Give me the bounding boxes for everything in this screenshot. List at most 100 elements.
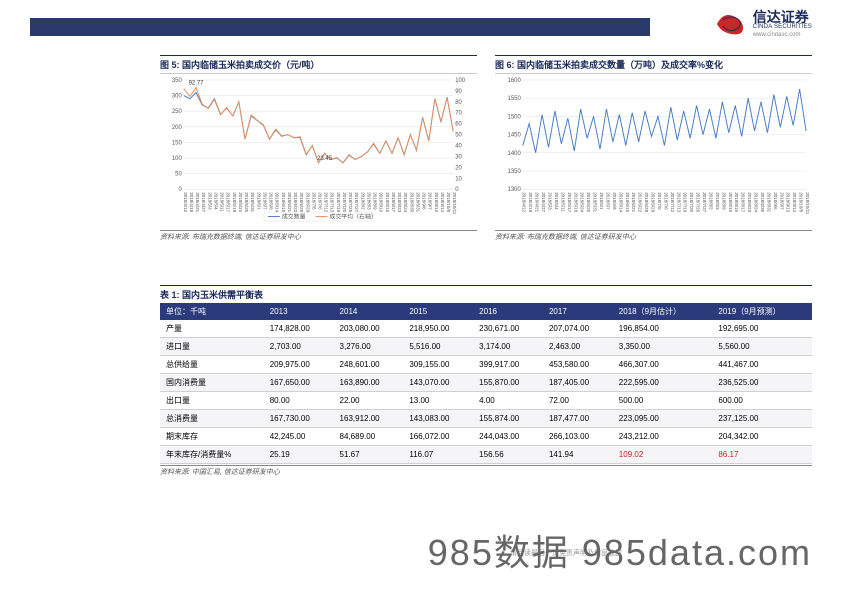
table-cell: 167,730.00 xyxy=(264,410,334,428)
table-row: 期末库存42,245.0084,689.00166,072.00244,043.… xyxy=(160,428,812,446)
table-cell: 143,070.00 xyxy=(403,374,473,392)
svg-text:2018/5/25: 2018/5/25 xyxy=(586,192,591,212)
chart-5-svg: 0501001502002503003500102030405060708090… xyxy=(160,73,477,223)
svg-text:150: 150 xyxy=(172,140,183,146)
svg-text:2018/7/12: 2018/7/12 xyxy=(324,192,329,212)
brand-name-en: CINDA SECURITIES xyxy=(753,24,812,31)
svg-text:2018/9/7: 2018/9/7 xyxy=(428,192,433,210)
svg-text:2018/5/3: 2018/5/3 xyxy=(547,192,552,210)
svg-text:2018/5/24: 2018/5/24 xyxy=(238,192,243,212)
chart-6-title: 图 6: 国内临储玉米拍卖成交数量（万吨）及成交率%变化 xyxy=(495,55,812,71)
table-cell: 174,828.00 xyxy=(264,320,334,338)
svg-text:2018/7/19: 2018/7/19 xyxy=(683,192,688,212)
svg-text:2018/6/22: 2018/6/22 xyxy=(293,192,298,212)
table-cell: 出口量 xyxy=(160,392,264,410)
table-cell: 266,103.00 xyxy=(543,428,613,446)
table-cell: 25.19 xyxy=(264,446,334,464)
svg-text:2018/5/4: 2018/5/4 xyxy=(554,192,559,210)
table-cell: 72.00 xyxy=(543,392,613,410)
svg-text:2018/6/8: 2018/6/8 xyxy=(612,192,617,210)
table-cell: 166,072.00 xyxy=(403,428,473,446)
svg-text:10: 10 xyxy=(455,176,462,182)
table-row: 国内消费量167,650.00163,890.00143,070.00155,8… xyxy=(160,374,812,392)
table-cell: 国内消费量 xyxy=(160,374,264,392)
svg-text:2018/8/16: 2018/8/16 xyxy=(734,192,739,212)
svg-text:2018/5/25: 2018/5/25 xyxy=(244,192,249,212)
table-cell: 2,463.00 xyxy=(543,338,613,356)
table-cell: 230,671.00 xyxy=(473,320,543,338)
svg-text:2018/7/20: 2018/7/20 xyxy=(689,192,694,212)
table-cell: 143,083.00 xyxy=(403,410,473,428)
svg-text:2018/9/13: 2018/9/13 xyxy=(434,192,439,212)
table-1-section: 表 1: 国内玉米供需平衡表 单位：千吨20132014201520162017… xyxy=(160,285,812,477)
svg-text:2018/7/13: 2018/7/13 xyxy=(676,192,681,212)
svg-text:60: 60 xyxy=(455,122,462,128)
svg-text:2018/7/27: 2018/7/27 xyxy=(702,192,707,212)
svg-text:2018/6/22: 2018/6/22 xyxy=(638,192,643,212)
svg-text:2018/5/18: 2018/5/18 xyxy=(573,192,578,212)
svg-text:350: 350 xyxy=(172,78,183,84)
svg-text:2018/6/29: 2018/6/29 xyxy=(305,192,310,212)
svg-text:2018/5/11: 2018/5/11 xyxy=(560,192,565,212)
svg-text:200: 200 xyxy=(172,125,183,131)
table-cell: 5,560.00 xyxy=(712,338,812,356)
svg-text:2018/9/14: 2018/9/14 xyxy=(440,192,445,212)
svg-text:2018/10/8: 2018/10/8 xyxy=(799,192,804,212)
svg-text:100: 100 xyxy=(172,156,183,162)
svg-text:2018/6/28: 2018/6/28 xyxy=(644,192,649,212)
table-cell: 204,342.00 xyxy=(712,428,812,446)
svg-text:2018/8/31: 2018/8/31 xyxy=(766,192,771,212)
svg-text:2018/7/6: 2018/7/6 xyxy=(318,192,323,210)
svg-text:70: 70 xyxy=(455,111,462,117)
table-cell: 399,917.00 xyxy=(473,356,543,374)
table-cell: 156.56 xyxy=(473,446,543,464)
svg-text:2018/7/6: 2018/7/6 xyxy=(663,192,668,210)
table-col-header: 2014 xyxy=(334,303,404,320)
svg-text:1550: 1550 xyxy=(508,96,522,102)
svg-text:2018/6/14: 2018/6/14 xyxy=(275,192,280,212)
svg-text:2018/8/10: 2018/8/10 xyxy=(379,192,384,212)
svg-text:成交平均（右轴）: 成交平均（右轴） xyxy=(329,213,376,221)
svg-text:1400: 1400 xyxy=(508,151,522,157)
table-col-header: 2016 xyxy=(473,303,543,320)
chart-6-svg: 13001350140014501500155016002018/4/12201… xyxy=(495,73,812,223)
table-cell: 进口量 xyxy=(160,338,264,356)
table-col-header: 2015 xyxy=(403,303,473,320)
svg-text:2018/7/19: 2018/7/19 xyxy=(336,192,341,212)
table-col-header: 单位：千吨 xyxy=(160,303,264,320)
table-cell: 244,043.00 xyxy=(473,428,543,446)
svg-text:2018/9/7: 2018/9/7 xyxy=(779,192,784,210)
table-cell: 466,307.00 xyxy=(613,356,713,374)
table-cell: 203,080.00 xyxy=(334,320,404,338)
svg-text:1450: 1450 xyxy=(508,133,522,139)
svg-text:100: 100 xyxy=(455,78,466,84)
svg-text:2018/8/31: 2018/8/31 xyxy=(415,192,420,212)
table-cell: 600.00 xyxy=(712,392,812,410)
svg-text:2018/5/17: 2018/5/17 xyxy=(226,192,231,212)
svg-text:2018/8/10: 2018/8/10 xyxy=(728,192,733,212)
table-cell: 207,074.00 xyxy=(543,320,613,338)
svg-text:2018/9/13: 2018/9/13 xyxy=(786,192,791,212)
table-cell: 192,695.00 xyxy=(712,320,812,338)
svg-text:80: 80 xyxy=(455,100,462,106)
table-cell: 167,650.00 xyxy=(264,374,334,392)
table-row: 总供给量209,975.00248,601.00309,155.00399,91… xyxy=(160,356,812,374)
table-cell: 84,689.00 xyxy=(334,428,404,446)
table-cell: 22.00 xyxy=(334,392,404,410)
svg-text:2018/8/9: 2018/8/9 xyxy=(721,192,726,210)
svg-text:2018/4/12: 2018/4/12 xyxy=(183,192,188,212)
svg-text:250: 250 xyxy=(172,109,183,115)
svg-text:2018/8/9: 2018/8/9 xyxy=(373,192,378,210)
svg-text:2018/4/19: 2018/4/19 xyxy=(189,192,194,212)
svg-text:2018/7/12: 2018/7/12 xyxy=(670,192,675,212)
table-cell: 222,595.00 xyxy=(613,374,713,392)
table-row: 出口量80.0022.0013.004.0072.00500.00600.00 xyxy=(160,392,812,410)
svg-text:2018/6/8: 2018/6/8 xyxy=(269,192,274,210)
table-cell: 13.00 xyxy=(403,392,473,410)
table-cell: 218,950.00 xyxy=(403,320,473,338)
svg-text:2018/8/2: 2018/8/2 xyxy=(360,192,365,210)
table-cell: 187,477.00 xyxy=(543,410,613,428)
header-bar xyxy=(30,18,650,36)
svg-text:2018/5/18: 2018/5/18 xyxy=(232,192,237,212)
svg-text:2018/4/21: 2018/4/21 xyxy=(195,192,200,212)
